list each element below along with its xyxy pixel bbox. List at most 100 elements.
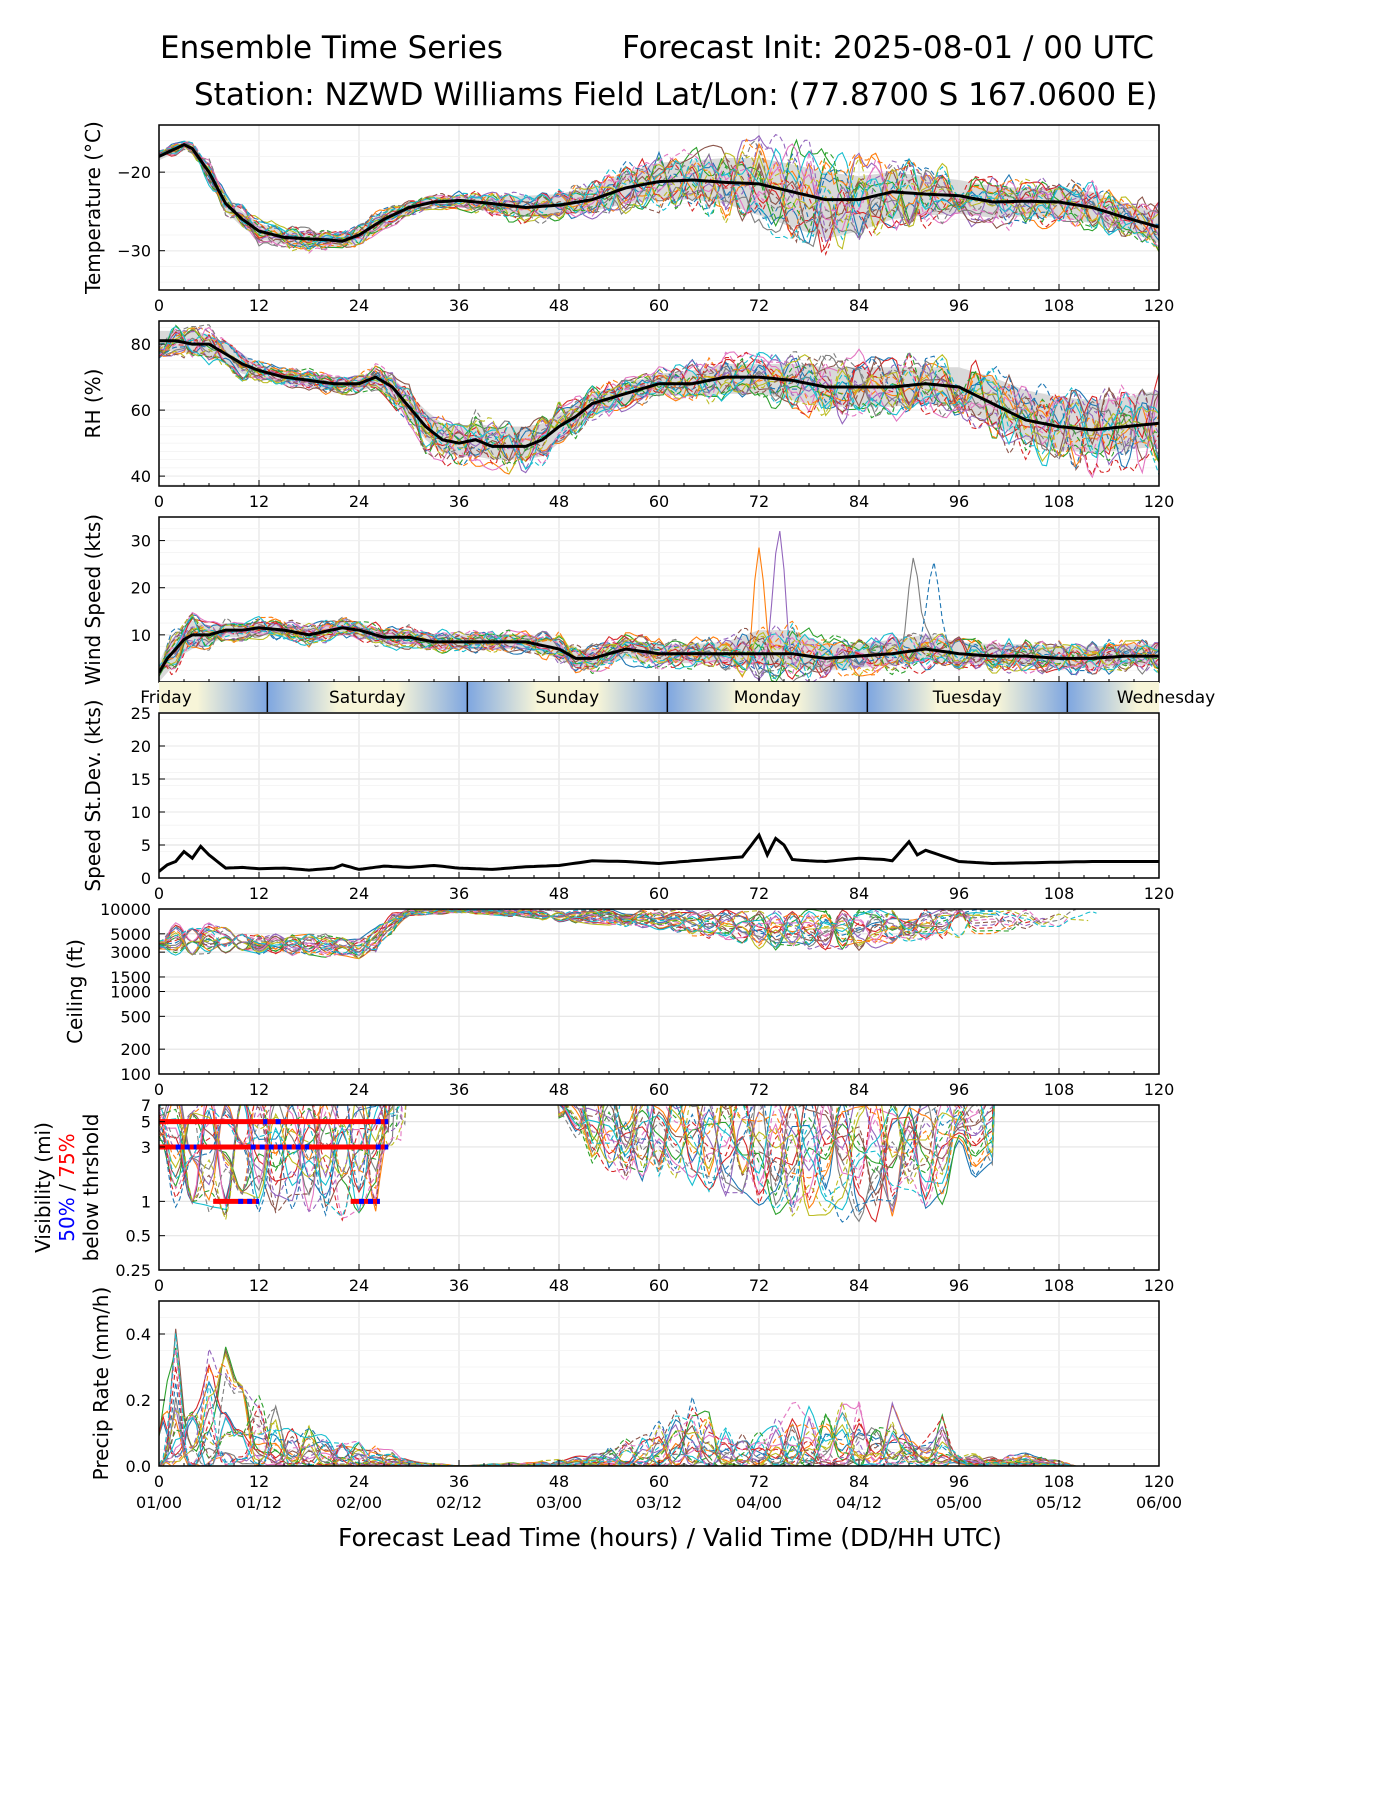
day-cell [467,682,668,712]
y-axis-label: Speed St.Dev. (kts) [81,699,105,891]
ensemble-member-line [159,909,1097,954]
x-tick-label: 72 [749,1080,769,1099]
ensemble-member-line [159,909,1068,958]
x-tick-label: 48 [549,1276,569,1295]
y-tick-label: 25 [131,704,151,723]
ensemble-member-line [159,143,1159,250]
label-slash: / [55,1178,79,1197]
x-tick-label: 96 [949,492,969,511]
plot-area [159,832,1159,873]
ensemble-member-line [159,143,1159,245]
x-tick-label: 60 [649,1080,669,1099]
ensemble-member-line [159,349,1159,471]
ensemble-member-line [159,144,1159,250]
ensemble-member-line [159,327,1159,470]
ensemble-member-line [159,326,1159,467]
ensemble-member-line [178,1105,995,1222]
x-tick-label: 84 [849,492,869,511]
day-band: Friday Saturday Sunday Monday Tuesday Wednesd… [140,682,1215,712]
ensemble-member-line [159,619,1159,681]
chart-title: Ensemble Time Series [160,30,503,66]
day-cell [267,682,468,712]
x-tick-label: 12 [249,1472,269,1491]
ensemble-mean-line [159,339,1159,448]
x-tick-label: 72 [749,296,769,315]
x-tick-label: 96 [949,1276,969,1295]
ensemble-member-line [159,1105,995,1215]
ensemble-member-line [159,1105,987,1213]
plot-area [159,909,1097,960]
x-tick-label: 72 [749,492,769,511]
y-tick-label: 1 [141,1192,151,1211]
x-tick-label: 60 [649,492,669,511]
ensemble-member-line [159,616,1159,677]
y-tick-label: 500 [120,1007,151,1026]
x-tick-label: 24 [349,1276,369,1295]
x-tick-label: 12 [249,296,269,315]
y-tick-label: 0.4 [126,1325,151,1344]
ensemble-member-line [159,141,1159,254]
y-tick-label: 7 [141,1096,151,1115]
panel-2: 30 20 10 Wind Speed (kts) [81,514,1160,685]
x-valid-time-label: 02/00 [336,1493,382,1512]
x-tick-label: 120 [1144,1080,1175,1099]
x-tick-label: 36 [449,492,469,511]
y-tick-label: 10 [131,803,151,822]
y-axis-label-percent: 50% / 75% [55,1133,79,1241]
ensemble-member-line [159,324,1159,462]
x-tick-label: 48 [549,884,569,903]
station-latlon: Lat/Lon: (77.8700 S 167.0600 E) [654,77,1158,113]
x-tick-label: 36 [449,1276,469,1295]
forecast-init: Forecast Init: 2025-08-01 / 00 UTC [622,30,1154,66]
y-axis-label: Ceiling (ft) [63,939,87,1044]
ensemble-member-line [159,138,1159,249]
x-tick-label: 60 [649,884,669,903]
ensemble-member-line [159,909,1060,960]
x-tick-label: 12 [249,492,269,511]
panel-6: 0 01/00 12 01/12 24 02/00 36 02/12 48 03/00 60 03/1… [89,1287,1182,1512]
y-tick-label: 0.25 [115,1261,151,1280]
x-tick-label: 24 [349,1472,369,1491]
day-label: Monday [734,688,801,708]
day-label: Tuesday [932,688,1002,708]
ensemble-member-line [159,1105,982,1219]
y-tick-label: 100 [120,1065,151,1084]
ensemble-member-line [159,333,1159,475]
x-tick-label: 0 [154,296,164,315]
x-valid-time-label: 04/12 [836,1493,882,1512]
x-tick-label: 120 [1144,884,1175,903]
y-tick-label: 0.0 [126,1457,151,1476]
x-tick-label: 96 [949,1472,969,1491]
plot-area [159,324,1159,479]
ensemble-member-line [159,909,1026,954]
x-tick-label: 36 [449,1080,469,1099]
x-tick-label: 108 [1044,296,1075,315]
x-valid-time-label: 03/12 [636,1493,682,1512]
day-label: Saturday [329,688,406,708]
x-tick-label: 0 [154,1472,164,1491]
ensemble-member-line [159,1105,994,1213]
x-tick-label: 120 [1144,492,1175,511]
y-tick-label: 0 [141,869,151,888]
x-valid-time-label: 06/00 [1136,1493,1182,1512]
x-valid-time-label: 04/00 [736,1493,782,1512]
y-tick-label: 200 [120,1040,151,1059]
y-tick-label: 3000 [110,943,151,962]
x-tick-label: 60 [649,1276,669,1295]
x-tick-label: 12 [249,1080,269,1099]
x-tick-label: 120 [1144,1472,1175,1491]
plot-area [159,531,1159,682]
y-axis-label: Wind Speed (kts) [81,514,105,685]
x-tick-label: 84 [849,1080,869,1099]
ensemble-member-line [159,909,1039,955]
ensemble-member-line [159,1105,994,1222]
x-tick-label: 24 [349,492,369,511]
y-tick-label: 10000 [100,900,151,919]
day-cell [667,682,868,712]
day-band-fill [159,682,1159,712]
x-valid-time-label: 01/12 [236,1493,282,1512]
x-tick-label: 96 [949,296,969,315]
x-tick-label: 108 [1044,884,1075,903]
ensemble-member-line [159,909,989,960]
